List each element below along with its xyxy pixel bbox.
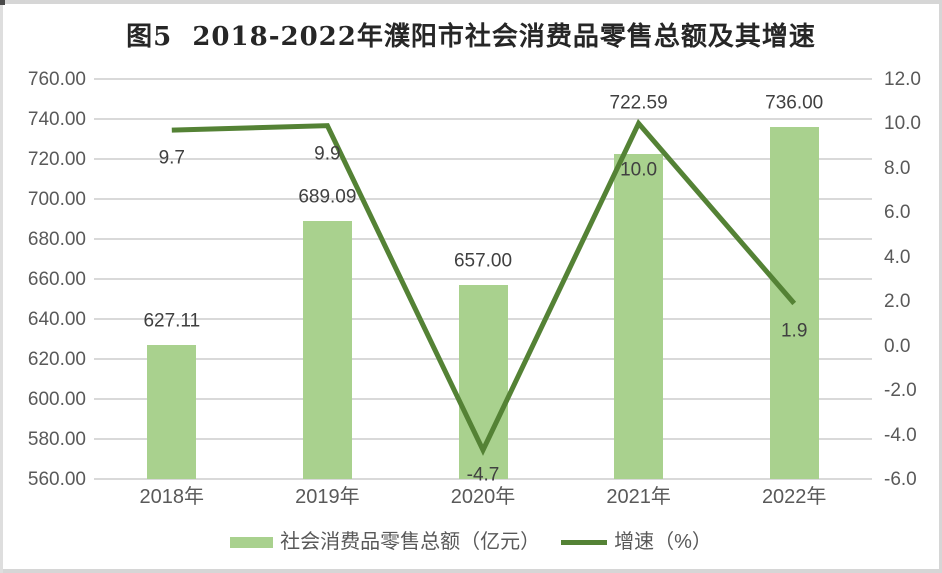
bar-value-label: 722.59 xyxy=(609,92,668,114)
bar-2021年 xyxy=(614,153,664,479)
y-axis-left-tick: 600.00 xyxy=(27,389,86,410)
bar-2018年 xyxy=(147,344,197,479)
line-value-label: 1.9 xyxy=(780,320,808,342)
y-axis-left-tick: 660.00 xyxy=(27,269,86,290)
x-axis-label: 2020年 xyxy=(450,486,516,508)
y-axis-left-tick: 700.00 xyxy=(27,189,86,210)
bar-2019年 xyxy=(302,220,352,479)
y-axis-right-tick: -4.0 xyxy=(884,424,917,446)
x-axis-label: 2021年 xyxy=(606,486,671,508)
y-axis-right-tick: 8.0 xyxy=(884,157,911,179)
y-axis-left-tick: 720.00 xyxy=(27,149,86,170)
y-axis-right-tick: -6.0 xyxy=(884,469,917,490)
y-axis-left-tick: 620.00 xyxy=(27,349,86,370)
y-axis-right-tick: 12.0 xyxy=(884,69,921,90)
legend-bar-swatch xyxy=(230,536,274,548)
y-axis-right-tick: 2.0 xyxy=(884,291,911,313)
frame-border-right xyxy=(939,0,942,573)
y-axis-right-tick: 10.0 xyxy=(884,113,921,135)
gridline xyxy=(94,278,872,280)
line-value-label: 9.9 xyxy=(314,143,341,165)
y-axis-right-tick: -2.0 xyxy=(884,380,917,402)
legend-bar-label: 社会消费品零售总额（亿元） xyxy=(280,531,541,553)
frame-corner-mark xyxy=(0,0,5,5)
y-axis-left-tick: 760.00 xyxy=(27,69,86,90)
line-value-label: 10.0 xyxy=(620,159,658,181)
y-axis-left-tick: 580.00 xyxy=(27,429,86,450)
legend-line-label: 增速（%） xyxy=(614,531,712,553)
y-axis-left-tick: 680.00 xyxy=(27,229,86,250)
y-axis-left-tick: 560.00 xyxy=(27,469,86,490)
chart-title: 图5 2018-2022年濮阳市社会消费品零售总额及其增速 xyxy=(126,22,816,52)
gridline xyxy=(94,78,872,80)
bar-value-label: 627.11 xyxy=(143,310,201,332)
bar-value-label: 736.00 xyxy=(765,92,824,114)
frame-border-left xyxy=(0,0,3,573)
line-value-label: 9.7 xyxy=(158,147,186,169)
legend-line-swatch xyxy=(561,539,608,545)
y-axis-left-tick: 640.00 xyxy=(27,309,86,330)
y-axis-left-tick: 740.00 xyxy=(27,109,86,130)
gridline xyxy=(94,198,872,200)
x-axis-label: 2022年 xyxy=(761,486,827,508)
gridline xyxy=(94,238,872,240)
frame-border-bottom xyxy=(0,569,942,573)
x-axis-label: 2019年 xyxy=(295,486,360,508)
bar-value-label: 657.00 xyxy=(453,250,513,272)
gridline xyxy=(94,158,872,160)
bar-value-label: 689.09 xyxy=(298,186,357,208)
growth-rate-polyline xyxy=(171,118,797,456)
gridline xyxy=(94,118,872,120)
y-axis-right-tick: 4.0 xyxy=(884,246,911,268)
chart-legend: 社会消费品零售总额（亿元） 增速（%） xyxy=(0,531,942,553)
gridline xyxy=(94,478,872,480)
x-axis-label: 2018年 xyxy=(139,486,205,508)
frame-border-top xyxy=(0,0,942,4)
line-value-label: -4.7 xyxy=(466,464,500,486)
y-axis-right-tick: 6.0 xyxy=(884,202,911,224)
y-axis-right-tick: 0.0 xyxy=(884,335,911,357)
